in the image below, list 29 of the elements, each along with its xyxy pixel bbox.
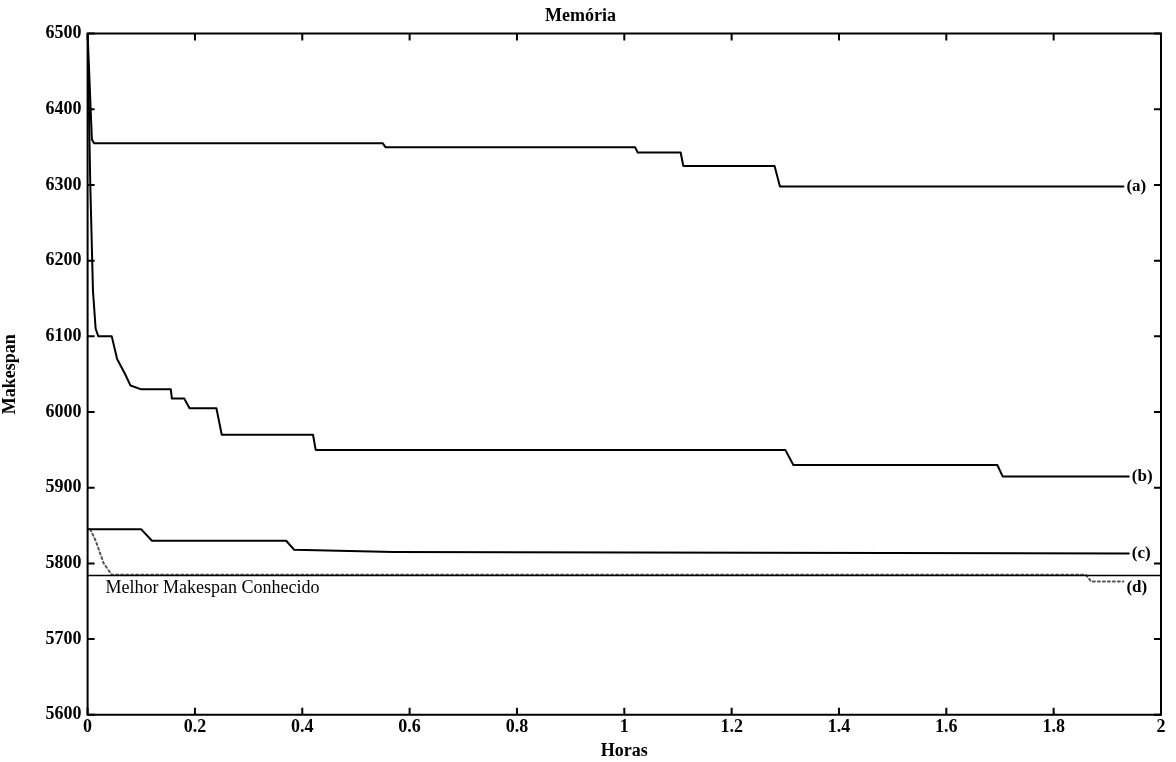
x-tick-label: 1.6 xyxy=(935,716,958,737)
y-tick-label: 6000 xyxy=(45,400,82,421)
x-tick-label: 0 xyxy=(83,716,93,737)
x-tick-label: 0.2 xyxy=(183,716,207,737)
x-tick-label: 1.8 xyxy=(1042,716,1065,737)
y-tick-label: 5600 xyxy=(45,703,82,724)
x-tick-label: 2 xyxy=(1156,716,1166,737)
y-tick-label: 6500 xyxy=(45,22,82,43)
ref-line-label: Melhor Makespan Conhecido xyxy=(105,577,320,598)
legend-label: (a) xyxy=(1126,175,1147,195)
series-label: (b) xyxy=(1131,465,1153,485)
y-tick-label: 6400 xyxy=(45,97,82,118)
series-label: (d) xyxy=(1126,576,1148,596)
y-tick-label: 5700 xyxy=(45,627,82,648)
y-axis-title: Makespan xyxy=(0,334,20,415)
x-tick-label: 1 xyxy=(619,716,629,737)
y-tick-label: 6200 xyxy=(45,249,82,270)
x-tick-label: 1.4 xyxy=(827,716,851,737)
x-tick-label: 0.8 xyxy=(505,716,529,737)
y-tick-label: 5900 xyxy=(45,476,82,497)
y-tick-label: 5800 xyxy=(45,552,82,573)
x-tick-label: 1.2 xyxy=(720,716,743,737)
x-tick-label: 0.6 xyxy=(398,716,421,737)
x-tick-label: 0.4 xyxy=(291,716,314,737)
legend-label: (c) xyxy=(1131,542,1151,562)
y-tick-label: 6300 xyxy=(45,173,82,194)
x-axis-title: Horas xyxy=(600,739,648,760)
chart-title: Memória xyxy=(545,5,616,26)
y-tick-label: 6100 xyxy=(45,325,82,346)
